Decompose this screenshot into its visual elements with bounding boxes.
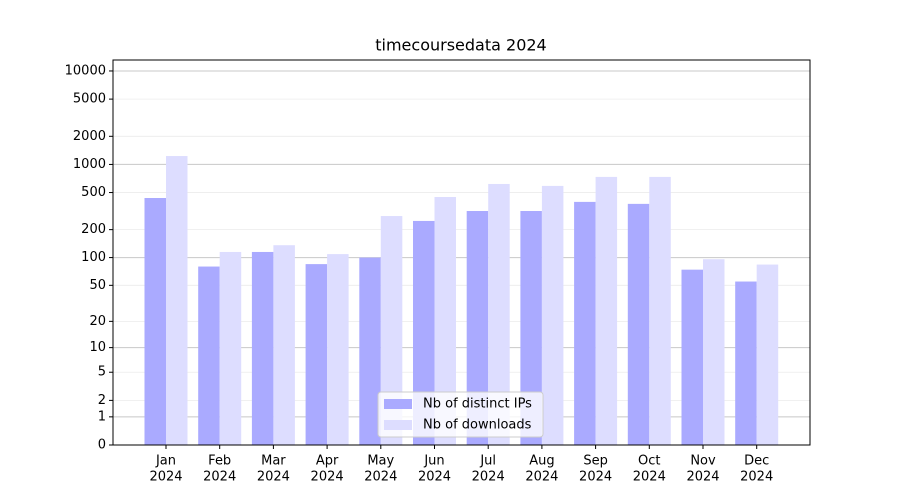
bar bbox=[166, 156, 188, 445]
bar bbox=[520, 211, 542, 445]
legend-label: Nb of distinct IPs bbox=[423, 397, 532, 412]
x-tick-label: Nov bbox=[690, 454, 716, 469]
x-tick-label: Oct bbox=[638, 454, 660, 469]
bar bbox=[649, 176, 671, 445]
bar bbox=[251, 251, 274, 445]
bar bbox=[434, 196, 456, 445]
bar bbox=[595, 176, 618, 445]
bar bbox=[198, 266, 220, 445]
bar bbox=[380, 216, 403, 445]
x-tick-label: 2024 bbox=[203, 470, 236, 485]
bar bbox=[681, 269, 703, 445]
y-tick-label: 1 bbox=[98, 409, 106, 424]
y-tick-label: 2000 bbox=[73, 129, 106, 144]
bar bbox=[735, 281, 757, 445]
x-tick-label: 2024 bbox=[633, 470, 666, 485]
bar bbox=[627, 203, 650, 445]
x-tick-label: 2024 bbox=[740, 470, 773, 485]
x-tick-label: Feb bbox=[208, 454, 231, 469]
legend-label: Nb of downloads bbox=[423, 418, 532, 433]
bar bbox=[273, 245, 295, 445]
y-tick-label: 20 bbox=[89, 314, 106, 329]
bar bbox=[756, 264, 779, 445]
legend-swatch bbox=[384, 420, 412, 430]
y-tick-label: 50 bbox=[89, 278, 106, 293]
y-tick-label: 0 bbox=[98, 438, 106, 453]
legend-swatch bbox=[384, 399, 412, 409]
bar bbox=[327, 254, 349, 445]
legend-box bbox=[377, 391, 544, 438]
bar bbox=[703, 259, 725, 445]
chart-title: timecoursedata 2024 bbox=[375, 36, 546, 55]
x-tick-label: Apr bbox=[316, 454, 339, 469]
y-tick-label: 5000 bbox=[73, 92, 106, 107]
x-tick-label: Sep bbox=[583, 454, 608, 469]
x-tick-label: 2024 bbox=[472, 470, 505, 485]
y-tick-label: 500 bbox=[81, 185, 106, 200]
x-tick-label: 2024 bbox=[311, 470, 344, 485]
x-tick-label: Jul bbox=[479, 454, 496, 469]
bar bbox=[144, 198, 166, 445]
bar bbox=[413, 220, 435, 445]
y-tick-label: 1000 bbox=[73, 157, 106, 172]
y-tick-label: 100 bbox=[81, 250, 106, 265]
bar bbox=[466, 211, 489, 445]
bar bbox=[541, 185, 564, 445]
x-tick-label: 2024 bbox=[525, 470, 558, 485]
x-tick-label: 2024 bbox=[257, 470, 290, 485]
bar bbox=[359, 257, 381, 445]
x-tick-label: 2024 bbox=[418, 470, 451, 485]
y-tick-label: 10000 bbox=[65, 63, 106, 78]
y-tick-label: 10 bbox=[89, 340, 106, 355]
y-tick-label: 5 bbox=[98, 365, 106, 380]
bar bbox=[488, 183, 510, 445]
y-tick-label: 200 bbox=[81, 222, 106, 237]
x-tick-label: 2024 bbox=[149, 470, 182, 485]
x-tick-label: Jan bbox=[155, 454, 176, 469]
plot-frame bbox=[112, 59, 811, 446]
x-tick-label: May bbox=[367, 454, 394, 469]
y-tick-label: 2 bbox=[98, 393, 106, 408]
x-tick-label: 2024 bbox=[579, 470, 612, 485]
x-tick-label: 2024 bbox=[364, 470, 397, 485]
x-tick-label: Mar bbox=[261, 454, 286, 469]
x-tick-label: 2024 bbox=[686, 470, 719, 485]
bar bbox=[574, 201, 596, 445]
x-tick-label: Aug bbox=[529, 454, 554, 469]
x-tick-label: Dec bbox=[744, 454, 769, 469]
bar bbox=[219, 251, 242, 445]
x-tick-label: Jun bbox=[423, 454, 444, 469]
bar bbox=[305, 264, 328, 445]
